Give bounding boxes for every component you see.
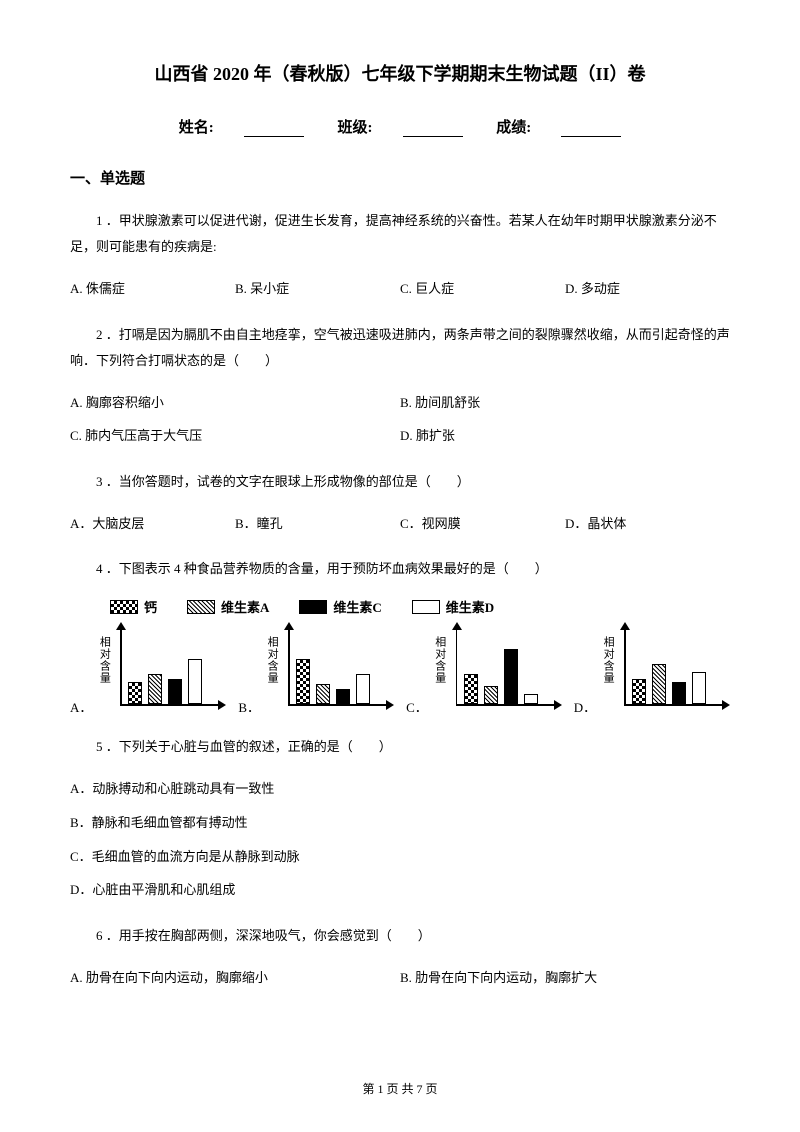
bar	[672, 682, 686, 704]
legend-c: 维生素C	[333, 597, 381, 616]
q6-options: A. 肋骨在向下向内运动，胸廓缩小 B. 肋骨在向下向内运动，胸廓扩大	[70, 964, 730, 993]
chart-legend: 钙 维生素A 维生素C 维生素D	[110, 597, 730, 616]
chart-label-d: D．	[574, 697, 596, 716]
q3-a: A．大脑皮层	[70, 510, 235, 539]
q1-a: A. 侏儒症	[70, 275, 235, 304]
bar	[484, 686, 498, 704]
charts-row: A．相对含量B．相对含量C．相对含量D．相对含量	[70, 626, 730, 716]
swatch-black-icon	[299, 600, 327, 614]
swatch-white-icon	[412, 600, 440, 614]
q1-d: D. 多动症	[565, 275, 730, 304]
q5-c: C．毛细血管的血流方向是从静脉到动脉	[70, 843, 730, 872]
legend-d: 维生素D	[446, 597, 494, 616]
bar	[464, 674, 478, 704]
q2-b: B. 肋间肌舒张	[400, 389, 730, 418]
swatch-checker-icon	[110, 600, 138, 614]
q4-text: 4 ．下图表示 4 种食品营养物质的含量，用于预防坏血病效果最好的是（ ）	[70, 556, 730, 582]
q2-d: D. 肺扩张	[400, 422, 730, 451]
bar	[168, 679, 182, 704]
section-title: 一、单选题	[70, 167, 730, 188]
bar	[504, 649, 518, 704]
score-blank	[561, 121, 621, 137]
bar	[148, 674, 162, 704]
bar	[188, 659, 202, 704]
class-blank	[403, 121, 463, 137]
bar	[632, 679, 646, 704]
chart-option-b: B．相对含量	[238, 626, 394, 716]
chart-option-d: D．相对含量	[574, 626, 730, 716]
score-label: 成绩:	[496, 120, 531, 136]
q2-text: 2 ．打嗝是因为膈肌不由自主地痉挛，空气被迅速吸进肺内，两条声带之间的裂隙骤然收…	[70, 322, 730, 374]
q6-b: B. 肋骨在向下向内运动，胸廓扩大	[400, 964, 730, 993]
bar-chart-a: 相对含量	[96, 626, 226, 716]
bar-chart-b: 相对含量	[264, 626, 394, 716]
q5-text: 5 ．下列关于心脏与血管的叙述，正确的是（ ）	[70, 734, 730, 760]
bar	[356, 674, 370, 704]
info-row: 姓名: 班级: 成绩:	[70, 116, 730, 137]
bar	[652, 664, 666, 704]
bar	[128, 682, 142, 704]
bar	[336, 689, 350, 704]
page-footer: 第 1 页 共 7 页	[0, 1080, 800, 1097]
swatch-diag-icon	[187, 600, 215, 614]
q1-c: C. 巨人症	[400, 275, 565, 304]
q6-text: 6 ．用手按在胸部两侧，深深地吸气，你会感觉到（ ）	[70, 923, 730, 949]
q5-a: A．动脉搏动和心脏跳动具有一致性	[70, 775, 730, 804]
bar	[524, 694, 538, 704]
chart-option-c: C．相对含量	[406, 626, 562, 716]
bar	[316, 684, 330, 704]
bar	[692, 672, 706, 704]
bar-chart-d: 相对含量	[600, 626, 730, 716]
q1-text: 1 ．甲状腺激素可以促进代谢，促进生长发育，提高神经系统的兴奋性。若某人在幼年时…	[70, 208, 730, 260]
name-blank	[244, 121, 304, 137]
bar	[296, 659, 310, 704]
q5-options: A．动脉搏动和心脏跳动具有一致性 B．静脉和毛细血管都有搏动性 C．毛细血管的血…	[70, 775, 730, 904]
q3-options: A．大脑皮层 B．瞳孔 C．视网膜 D．晶状体	[70, 510, 730, 539]
q2-a: A. 胸廓容积缩小	[70, 389, 400, 418]
q3-text: 3 ．当你答题时，试卷的文字在眼球上形成物像的部位是（ ）	[70, 469, 730, 495]
q1-b: B. 呆小症	[235, 275, 400, 304]
q3-b: B．瞳孔	[235, 510, 400, 539]
legend-a: 钙	[144, 597, 157, 616]
class-label: 班级:	[338, 120, 373, 136]
chart-option-a: A．相对含量	[70, 626, 226, 716]
q2-c: C. 肺内气压高于大气压	[70, 422, 400, 451]
name-label: 姓名:	[179, 120, 214, 136]
q5-b: B．静脉和毛细血管都有搏动性	[70, 809, 730, 838]
q3-d: D．晶状体	[565, 510, 730, 539]
q2-options: A. 胸廓容积缩小 B. 肋间肌舒张 C. 肺内气压高于大气压 D. 肺扩张	[70, 389, 730, 451]
bar-chart-c: 相对含量	[432, 626, 562, 716]
q3-c: C．视网膜	[400, 510, 565, 539]
q6-a: A. 肋骨在向下向内运动，胸廓缩小	[70, 964, 400, 993]
q1-options: A. 侏儒症 B. 呆小症 C. 巨人症 D. 多动症	[70, 275, 730, 304]
chart-label-a: A．	[70, 697, 92, 716]
chart-label-b: B．	[238, 697, 260, 716]
chart-label-c: C．	[406, 697, 428, 716]
q5-d: D．心脏由平滑肌和心肌组成	[70, 876, 730, 905]
legend-b: 维生素A	[221, 597, 269, 616]
page-title: 山西省 2020 年（春秋版）七年级下学期期末生物试题（II）卷	[70, 60, 730, 86]
